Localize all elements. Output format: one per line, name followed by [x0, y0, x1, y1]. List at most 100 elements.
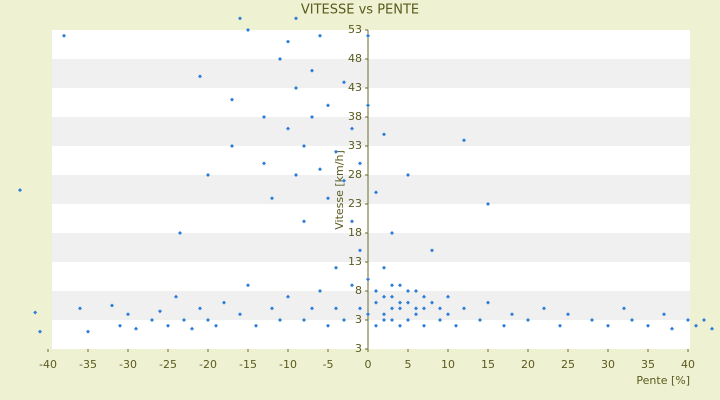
point [326, 103, 330, 108]
point [174, 294, 178, 299]
point [350, 126, 354, 131]
point [294, 173, 298, 177]
point [270, 196, 274, 201]
point [206, 318, 210, 322]
x-tick-label: -40 [39, 358, 57, 371]
y-tick-label: 8 [355, 284, 362, 297]
x-tick-label: 30 [601, 358, 615, 371]
point [206, 173, 210, 177]
point [462, 306, 466, 311]
point [422, 306, 426, 311]
point [302, 144, 306, 148]
point [382, 318, 386, 322]
x-tick-label: -35 [79, 358, 97, 371]
point [406, 300, 410, 305]
point [558, 323, 562, 328]
y-tick-label: 48 [348, 52, 362, 65]
point [134, 326, 138, 331]
point [38, 329, 42, 334]
point [670, 326, 674, 331]
point [214, 323, 218, 328]
point [358, 248, 362, 253]
point [390, 283, 394, 288]
point [238, 16, 242, 21]
point [166, 323, 170, 328]
x-tick-label: -15 [239, 358, 257, 371]
point [542, 306, 546, 311]
point [382, 294, 386, 299]
point [342, 178, 346, 183]
point [270, 306, 274, 311]
point [438, 306, 442, 311]
x-tick-label: -25 [159, 358, 177, 371]
point [398, 323, 402, 328]
point [398, 306, 402, 311]
point [222, 300, 226, 305]
plot-band [52, 320, 690, 349]
x-tick-label: -10 [279, 358, 297, 371]
plot-band [52, 30, 690, 59]
point [230, 144, 234, 148]
point [398, 300, 402, 305]
point [366, 312, 370, 317]
point [342, 318, 346, 322]
x-tick-label: 20 [521, 358, 535, 371]
point [278, 57, 282, 61]
point [374, 300, 378, 305]
point [118, 323, 122, 328]
point [430, 248, 434, 253]
point [33, 310, 38, 315]
point [446, 312, 450, 317]
point [382, 312, 386, 317]
point [334, 265, 338, 270]
point [310, 68, 314, 73]
plot-band [52, 88, 690, 117]
y-tick-label: 53 [348, 23, 362, 36]
point [358, 306, 362, 311]
point [254, 323, 258, 328]
point [350, 283, 354, 288]
point [446, 294, 450, 299]
point [182, 318, 186, 322]
point [318, 33, 322, 38]
x-tick-label: 25 [561, 358, 575, 371]
x-tick-label: 5 [405, 358, 412, 371]
point [662, 312, 666, 317]
point [486, 202, 490, 206]
point [286, 126, 290, 131]
point [262, 161, 266, 166]
point [710, 326, 714, 331]
point [606, 323, 610, 328]
point [334, 306, 338, 311]
y-tick-label: 3 [355, 342, 362, 355]
point [702, 318, 706, 322]
point [302, 318, 306, 322]
point [318, 167, 322, 172]
point [374, 323, 378, 328]
point [694, 323, 698, 328]
point [438, 318, 442, 322]
point [510, 312, 514, 317]
point [230, 97, 234, 102]
plot-band [52, 117, 690, 146]
plot-band [52, 204, 690, 233]
point [294, 16, 298, 21]
point [286, 294, 290, 299]
point [462, 138, 466, 143]
point [326, 196, 330, 201]
point [342, 80, 346, 85]
point [246, 283, 250, 288]
point [246, 28, 250, 32]
point [262, 115, 266, 119]
point [366, 277, 370, 282]
point [430, 300, 434, 305]
point [310, 306, 314, 311]
point [390, 294, 394, 299]
point [414, 306, 418, 311]
plot-band [52, 262, 690, 291]
point [374, 289, 378, 293]
point [422, 294, 426, 299]
point [686, 318, 690, 322]
point [334, 149, 338, 154]
